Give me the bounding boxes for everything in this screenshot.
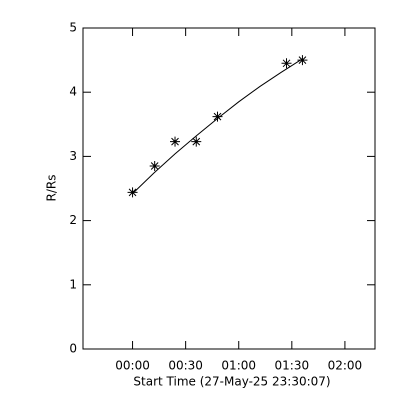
plot-frame (82, 27, 376, 350)
data-point (212, 111, 223, 122)
data-point (127, 187, 138, 198)
x-tick-label: 01:30 (275, 359, 310, 373)
y-tick-label: 2 (69, 213, 77, 227)
x-axis-label: Start Time (27-May-25 23:30:07) (133, 375, 330, 389)
fit-line (132, 58, 303, 194)
y-tick-label: 1 (69, 277, 77, 291)
data-point (191, 136, 202, 147)
data-point (170, 136, 181, 147)
data-point (281, 58, 292, 69)
data-point (149, 161, 160, 172)
y-tick-label: 5 (69, 21, 77, 35)
x-tick-label: 00:00 (115, 359, 150, 373)
x-tick-label: 02:00 (328, 359, 363, 373)
y-tick-label: 0 (69, 342, 77, 356)
x-tick-label: 00:30 (168, 359, 203, 373)
y-tick-label: 4 (69, 85, 77, 99)
y-axis-label: R/Rs (45, 175, 59, 202)
y-tick-label: 3 (69, 149, 77, 163)
data-point (297, 55, 308, 66)
x-tick-label: 01:00 (221, 359, 256, 373)
